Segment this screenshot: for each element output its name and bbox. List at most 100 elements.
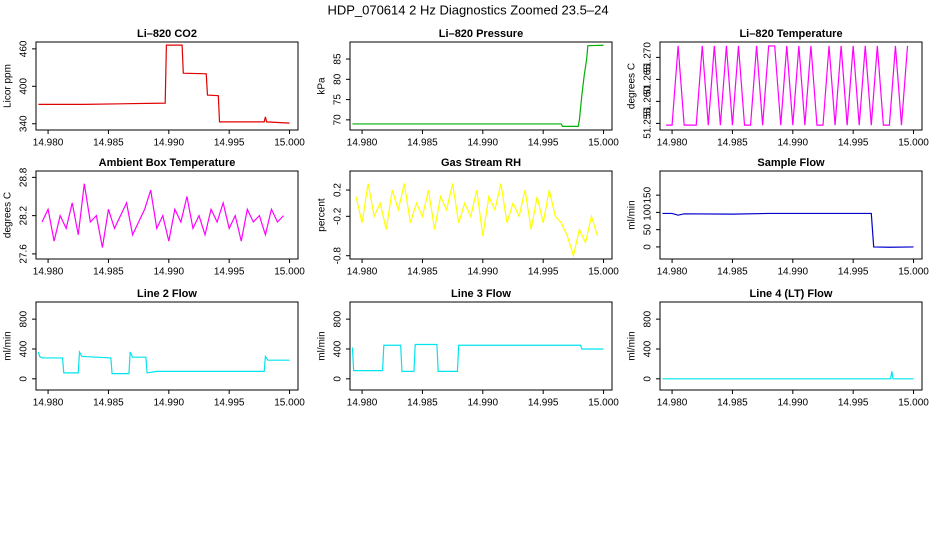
y-tick-label: 85 bbox=[333, 53, 344, 65]
y-tick-label: 400 bbox=[333, 340, 344, 357]
x-tick-label: 15.000 bbox=[588, 267, 619, 278]
x-tick-label: 15.000 bbox=[898, 398, 929, 409]
x-tick-label: 15.000 bbox=[274, 398, 305, 409]
y-tick-label: -0.8 bbox=[333, 247, 344, 265]
y-axis-label: ml/min bbox=[627, 331, 638, 360]
y-tick-label: 0.2 bbox=[333, 183, 344, 197]
panel-title: Line 4 (LT) Flow bbox=[750, 288, 833, 300]
y-tick-label: 800 bbox=[19, 310, 30, 327]
data-line bbox=[662, 212, 914, 248]
y-tick-label: 800 bbox=[333, 310, 344, 327]
figure-title: HDP_070614 2 Hz Diagnostics Zoomed 23.5–… bbox=[327, 2, 608, 17]
y-tick-label: 340 bbox=[19, 115, 30, 132]
x-tick-label: 14.990 bbox=[468, 398, 499, 409]
x-tick-label: 14.990 bbox=[778, 267, 809, 278]
y-axis-label: kPa bbox=[317, 77, 328, 95]
y-tick-label: 0 bbox=[19, 376, 30, 382]
x-tick-label: 14.980 bbox=[657, 398, 688, 409]
panel-title: Line 2 Flow bbox=[137, 288, 197, 300]
x-tick-label: 15.000 bbox=[898, 267, 929, 278]
x-tick-label: 14.995 bbox=[838, 138, 869, 149]
x-tick-label: 14.995 bbox=[528, 398, 559, 409]
x-tick-label: 14.985 bbox=[717, 398, 748, 409]
y-tick-label: 0 bbox=[333, 376, 344, 382]
y-tick-label: 51.260 bbox=[643, 86, 654, 117]
x-tick-label: 14.980 bbox=[347, 267, 378, 278]
x-tick-label: 14.980 bbox=[33, 138, 64, 149]
plot-frame bbox=[659, 41, 923, 131]
panel-title: Line 3 Flow bbox=[451, 288, 511, 300]
y-tick-label: 800 bbox=[643, 310, 654, 327]
plot-frame bbox=[35, 170, 299, 260]
x-tick-label: 14.985 bbox=[93, 398, 124, 409]
y-axis-label: degrees C bbox=[627, 63, 638, 109]
x-tick-label: 14.995 bbox=[528, 267, 559, 278]
data-line bbox=[355, 183, 599, 259]
data-line bbox=[666, 45, 909, 126]
y-tick-label: 0 bbox=[643, 376, 654, 382]
x-tick-label: 14.980 bbox=[347, 398, 378, 409]
x-tick-label: 14.995 bbox=[214, 138, 245, 149]
y-tick-label: 0 bbox=[643, 244, 654, 250]
x-tick-label: 14.980 bbox=[657, 267, 688, 278]
data-line bbox=[352, 44, 604, 127]
plot-frame bbox=[349, 41, 613, 131]
x-tick-label: 15.000 bbox=[588, 398, 619, 409]
x-tick-label: 14.980 bbox=[347, 138, 378, 149]
plot-frame bbox=[659, 301, 923, 391]
y-tick-label: 100 bbox=[643, 204, 654, 221]
panel-title: Ambient Box Temperature bbox=[99, 157, 236, 169]
y-tick-label: 28.8 bbox=[19, 167, 30, 187]
data-line bbox=[662, 371, 914, 380]
y-tick-label: 51.255 bbox=[643, 108, 654, 139]
x-tick-label: 15.000 bbox=[588, 138, 619, 149]
x-tick-label: 14.990 bbox=[778, 398, 809, 409]
panel-title: Li–820 Temperature bbox=[739, 28, 842, 40]
panel-title: Sample Flow bbox=[757, 157, 825, 169]
x-tick-label: 14.990 bbox=[154, 267, 185, 278]
y-tick-label: -0.2 bbox=[333, 207, 344, 225]
x-tick-label: 15.000 bbox=[274, 138, 305, 149]
x-tick-label: 14.995 bbox=[214, 398, 245, 409]
x-tick-label: 14.980 bbox=[33, 267, 64, 278]
plot-frame bbox=[659, 170, 923, 260]
y-axis-label: percent bbox=[317, 198, 328, 232]
x-tick-label: 14.995 bbox=[838, 398, 869, 409]
y-tick-label: 51.265 bbox=[643, 64, 654, 95]
x-tick-label: 14.990 bbox=[154, 138, 185, 149]
x-tick-label: 14.985 bbox=[407, 398, 438, 409]
y-tick-label: 460 bbox=[19, 40, 30, 57]
plot-frame bbox=[35, 41, 299, 131]
y-tick-label: 51.270 bbox=[643, 42, 654, 73]
y-axis-label: degrees C bbox=[3, 192, 14, 238]
x-tick-label: 14.985 bbox=[93, 267, 124, 278]
x-tick-label: 14.990 bbox=[154, 398, 185, 409]
x-tick-label: 14.995 bbox=[528, 138, 559, 149]
data-line bbox=[41, 183, 284, 248]
x-tick-label: 14.985 bbox=[93, 138, 124, 149]
x-tick-label: 14.995 bbox=[838, 267, 869, 278]
plot-frame bbox=[35, 301, 299, 391]
data-line bbox=[351, 343, 604, 372]
x-tick-label: 14.980 bbox=[657, 138, 688, 149]
y-tick-label: 50 bbox=[643, 224, 654, 236]
x-tick-label: 14.985 bbox=[717, 138, 748, 149]
x-tick-label: 14.985 bbox=[407, 138, 438, 149]
plot-frame bbox=[349, 301, 613, 391]
x-tick-label: 14.990 bbox=[778, 138, 809, 149]
x-tick-label: 14.995 bbox=[214, 267, 245, 278]
x-tick-label: 15.000 bbox=[274, 267, 305, 278]
data-line bbox=[37, 349, 290, 375]
y-tick-label: 400 bbox=[19, 340, 30, 357]
y-tick-label: 70 bbox=[333, 114, 344, 126]
panel-title: Li–820 CO2 bbox=[137, 28, 197, 40]
plot-frame bbox=[349, 170, 613, 260]
x-tick-label: 14.990 bbox=[468, 267, 499, 278]
y-axis-label: ml/min bbox=[3, 331, 14, 360]
x-tick-label: 14.985 bbox=[717, 267, 748, 278]
y-axis-label: ml/min bbox=[317, 331, 328, 360]
y-axis-label: Licor ppm bbox=[3, 64, 14, 108]
panel-title: Gas Stream RH bbox=[441, 157, 521, 169]
y-tick-label: 75 bbox=[333, 94, 344, 106]
